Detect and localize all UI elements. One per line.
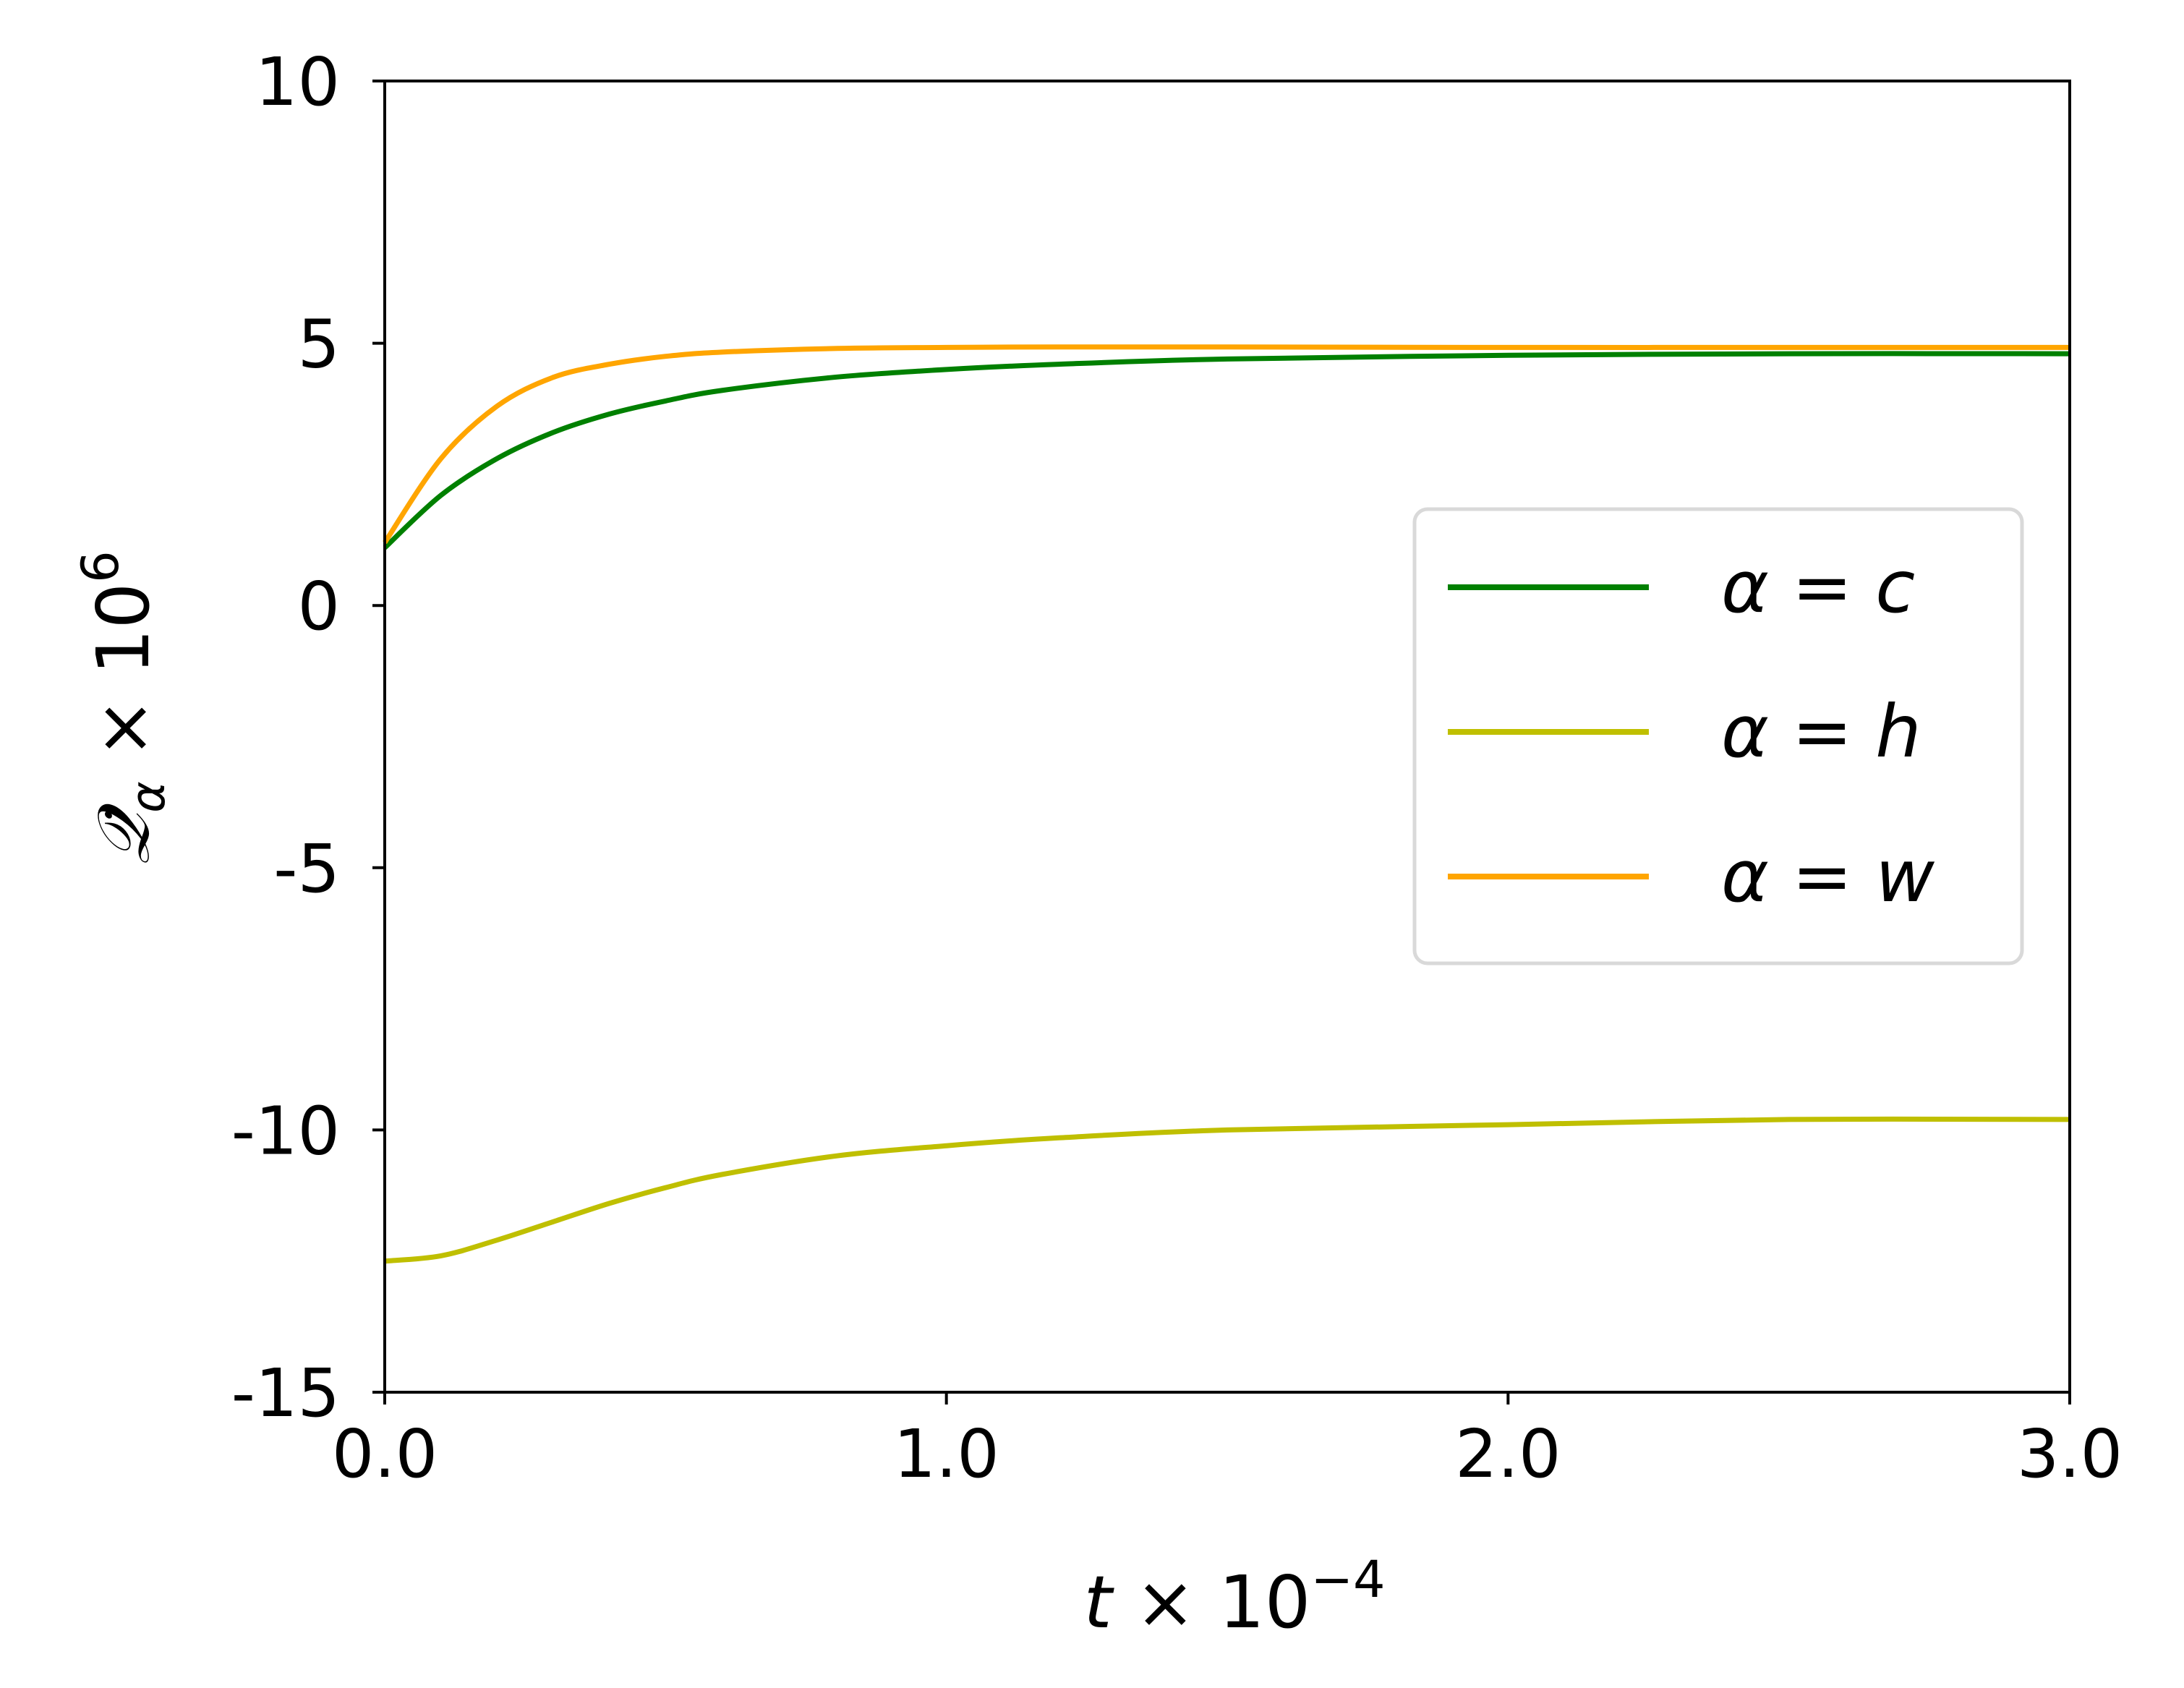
y-axis-label-subscript: α (120, 781, 176, 813)
y-tick-label: -10 (231, 1092, 340, 1169)
y-axis-ticks: 10 5 0 -5 -10 -15 (231, 43, 385, 1432)
x-axis-label-times: × 10 (1112, 1560, 1311, 1645)
y-axis-label-times: × 10 (81, 583, 166, 782)
y-tick-label: 0 (297, 568, 340, 645)
series-line-3 (383, 344, 2070, 545)
legend-label-3: α = w (1721, 834, 1935, 918)
series-line-2 (384, 1116, 2070, 1264)
x-tick-label: 3.0 (2017, 1415, 2123, 1493)
x-tick-label: 2.0 (1455, 1415, 1561, 1493)
x-tick-label: 1.0 (894, 1415, 999, 1493)
y-tick-label: 5 (297, 306, 340, 383)
x-tick-label: 0.0 (332, 1415, 438, 1493)
legend: α = c α = h α = w (1412, 507, 2024, 966)
plot-frame (383, 80, 2071, 1394)
series-line-1 (383, 351, 2070, 550)
legend-label-1: α = c (1721, 545, 1915, 629)
y-tick-label: 10 (255, 43, 340, 121)
x-axis-ticks: 0.0 1.0 2.0 3.0 (332, 1392, 2123, 1493)
x-axis-label-exponent: −4 (1310, 1550, 1385, 1609)
legend-label-2: α = h (1721, 689, 1921, 774)
y-axis-label-exponent: 6 (71, 550, 130, 583)
x-axis-label-base: t (1083, 1560, 1114, 1645)
y-tick-label: -5 (273, 830, 340, 908)
legend-box (1412, 507, 2024, 966)
x-axis-label: t × 10−4 (1083, 1550, 1385, 1645)
plot-lines (383, 344, 2070, 1264)
y-tick-label: -15 (231, 1355, 340, 1432)
y-axis-label: 𝒬̇α × 106 (71, 550, 176, 864)
y-axis-label-base: 𝒬̇ (81, 803, 166, 865)
